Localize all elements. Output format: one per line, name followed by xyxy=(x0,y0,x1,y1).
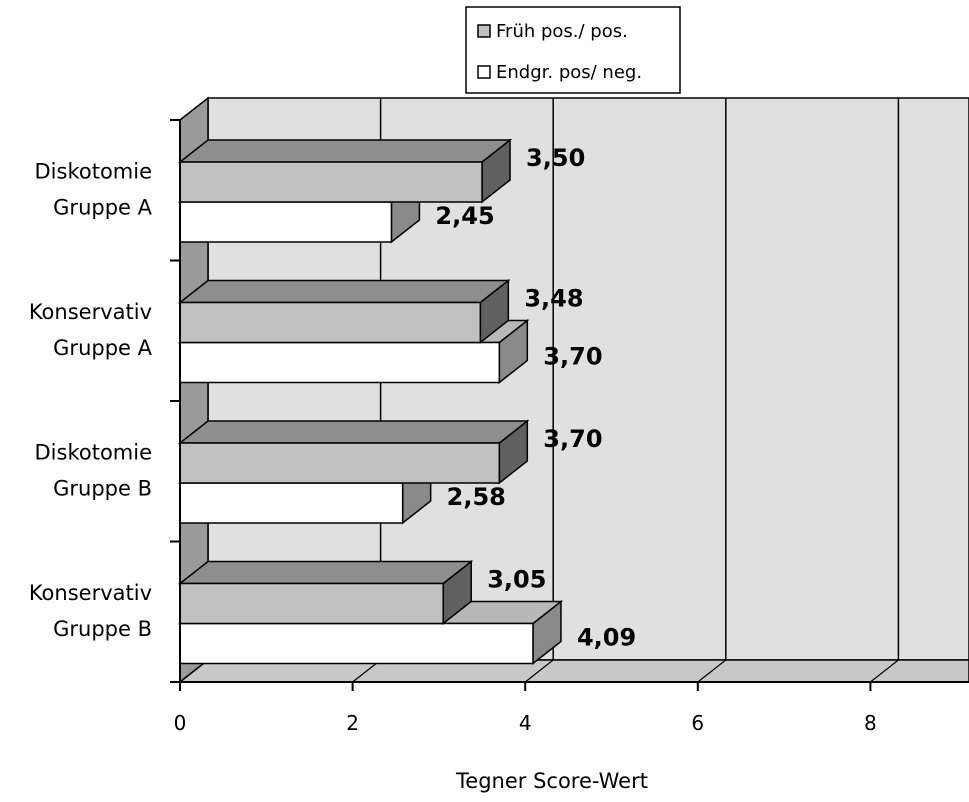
category-label: Diskotomie xyxy=(35,159,153,183)
bar-face xyxy=(179,201,393,243)
value-label-series-1: 3,50 xyxy=(526,144,585,172)
bar-face xyxy=(179,582,444,625)
bar-face xyxy=(179,482,404,524)
x-tick-label: 0 xyxy=(174,711,187,735)
value-label-series-1: 3,70 xyxy=(543,425,602,453)
bar-face xyxy=(179,442,501,484)
bar-top xyxy=(177,139,513,163)
value-label-series-1: 3,05 xyxy=(487,566,546,594)
category-label: Konservativ xyxy=(29,581,152,605)
category-label: Gruppe A xyxy=(53,195,152,219)
bar-series-1 xyxy=(177,138,513,204)
floor-gridline xyxy=(524,659,554,683)
value-label-series-2: 2,58 xyxy=(447,483,506,511)
bar-series-1 xyxy=(177,278,511,345)
value-label-series-2: 4,09 xyxy=(577,624,636,652)
x-tick-label: 6 xyxy=(691,711,704,735)
legend-label: Endgr. pos/ neg. xyxy=(496,62,642,83)
x-tick-label: 4 xyxy=(519,711,532,735)
bar-face xyxy=(179,341,501,384)
legend-swatch xyxy=(477,65,491,79)
category-label: Gruppe A xyxy=(53,336,152,360)
bar-top xyxy=(177,420,530,444)
legend-box xyxy=(465,6,681,94)
bar-top xyxy=(177,279,511,304)
bar-series-1 xyxy=(177,419,530,485)
legend-label: Früh pos./ pos. xyxy=(496,21,628,42)
legend: Früh pos./ pos. Endgr. pos/ neg. xyxy=(465,6,681,94)
category-label: Konservativ xyxy=(29,300,152,324)
axes xyxy=(170,119,969,691)
x-tick-label: 2 xyxy=(346,711,359,735)
bar-series-1 xyxy=(177,559,474,626)
value-label-series-1: 3,48 xyxy=(524,285,583,313)
legend-swatch xyxy=(477,24,491,38)
x-tick-label: 8 xyxy=(864,711,877,735)
category-label: Diskotomie xyxy=(35,440,153,464)
labels: 3,50 2,45 Diskotomie Gruppe A 3,48 3,70 Konser… xyxy=(29,144,877,793)
floor-gridline xyxy=(870,659,899,683)
bar-face xyxy=(179,161,483,203)
x-axis-title: Tegner Score-Wert xyxy=(455,769,648,793)
bars xyxy=(177,138,564,666)
bar-face xyxy=(179,622,534,665)
floor-gridline xyxy=(697,659,727,683)
gridlines xyxy=(352,98,900,683)
bar-face xyxy=(179,301,482,344)
bar-top xyxy=(177,560,474,585)
category-label: Gruppe B xyxy=(53,617,152,641)
category-label: Gruppe B xyxy=(53,476,152,500)
value-label-series-2: 2,45 xyxy=(435,202,494,230)
value-label-series-2: 3,70 xyxy=(543,343,602,371)
